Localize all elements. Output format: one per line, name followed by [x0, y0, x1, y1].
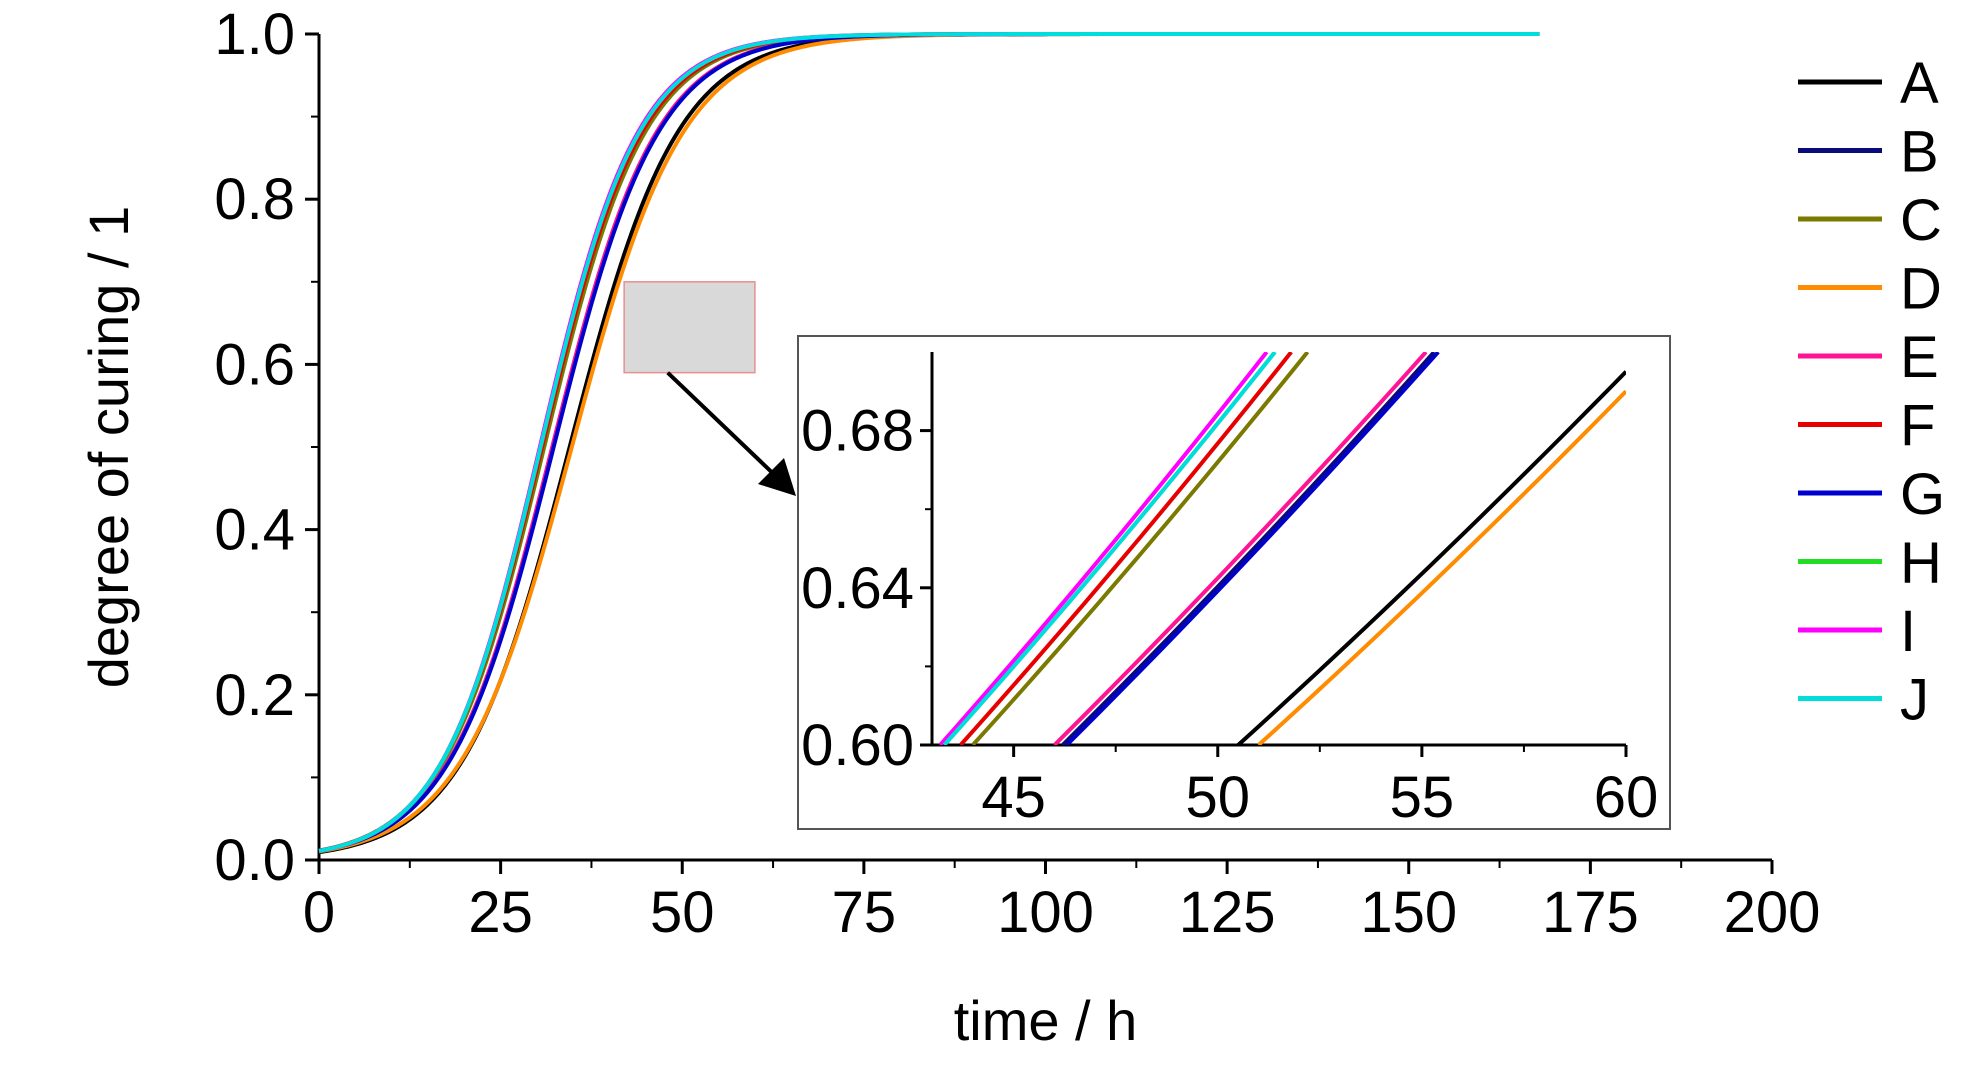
- zoom-annotation: [623, 281, 796, 496]
- zoom-box: [623, 281, 756, 374]
- legend-label-I: I: [1900, 599, 1916, 664]
- x-tick-label: 75: [832, 880, 897, 945]
- x-tick-label: 175: [1542, 880, 1639, 945]
- inset-series-line-D: [1257, 389, 1626, 745]
- inset-series-line-E: [1053, 352, 1428, 745]
- legend-label-F: F: [1900, 394, 1935, 459]
- legend-label-G: G: [1900, 462, 1945, 527]
- series-line-J: [318, 32, 1540, 853]
- inset-series-line-G: [1065, 352, 1440, 745]
- x-tick-label: 25: [468, 880, 533, 945]
- zoom-arrow-shaft: [666, 371, 784, 484]
- legend-label-C: C: [1900, 188, 1942, 253]
- legend-label-E: E: [1900, 325, 1939, 390]
- inset-series-line-A: [1236, 370, 1626, 745]
- y-tick-label: 0.0: [214, 828, 295, 893]
- inset-series-line-J: [942, 352, 1277, 745]
- inset-y-tick-label: 0.68: [801, 399, 914, 464]
- y-tick-label: 0.8: [214, 167, 295, 232]
- inset-y-tick-label: 0.64: [801, 556, 914, 621]
- inset-x-tick-label: 45: [981, 765, 1046, 830]
- y-axis-title: degree of curing / 1: [77, 206, 140, 689]
- x-tick-label: 100: [997, 880, 1094, 945]
- inset-series-group: [938, 352, 1626, 745]
- zoom-arrow-head: [758, 458, 796, 496]
- inset-series-line-B: [1061, 352, 1436, 745]
- legend-label-J: J: [1900, 668, 1929, 733]
- inset-plot: 45 50 55 60 0.60 0.64 0.68: [797, 335, 1671, 830]
- inset-x-tick-label: 60: [1594, 765, 1659, 830]
- inset-series-line-F: [959, 352, 1293, 745]
- legend-label-H: H: [1900, 531, 1942, 596]
- inset-x-tick-label: 50: [1186, 765, 1251, 830]
- x-tick-label: 125: [1179, 880, 1276, 945]
- y-tick-label: 0.4: [214, 498, 295, 563]
- inset-frame: [797, 335, 1671, 830]
- x-tick-label: 0: [303, 880, 335, 945]
- legend-label-B: B: [1900, 120, 1939, 185]
- main-plot: 0 25 50 75 100 125 150 175 200 0.0 0.2 0.4 0.6 0.8 1.0…: [77, 2, 1820, 1052]
- legend-label-A: A: [1900, 51, 1939, 116]
- legend-label-D: D: [1900, 257, 1942, 322]
- inset-series-line-C: [971, 352, 1310, 745]
- inset-x-tick-label: 55: [1390, 765, 1455, 830]
- x-tick-label: 150: [1360, 880, 1457, 945]
- inset-series-line-I: [938, 352, 1269, 745]
- inset-y-tick-label: 0.60: [801, 713, 914, 778]
- main-series-group: [318, 32, 1540, 855]
- x-tick-label: 50: [650, 880, 715, 945]
- y-tick-label: 0.2: [214, 663, 295, 728]
- y-tick-label: 1.0: [214, 2, 295, 67]
- y-tick-label: 0.6: [214, 332, 295, 397]
- x-tick-label: 200: [1724, 880, 1821, 945]
- x-axis-title: time / h: [954, 989, 1138, 1052]
